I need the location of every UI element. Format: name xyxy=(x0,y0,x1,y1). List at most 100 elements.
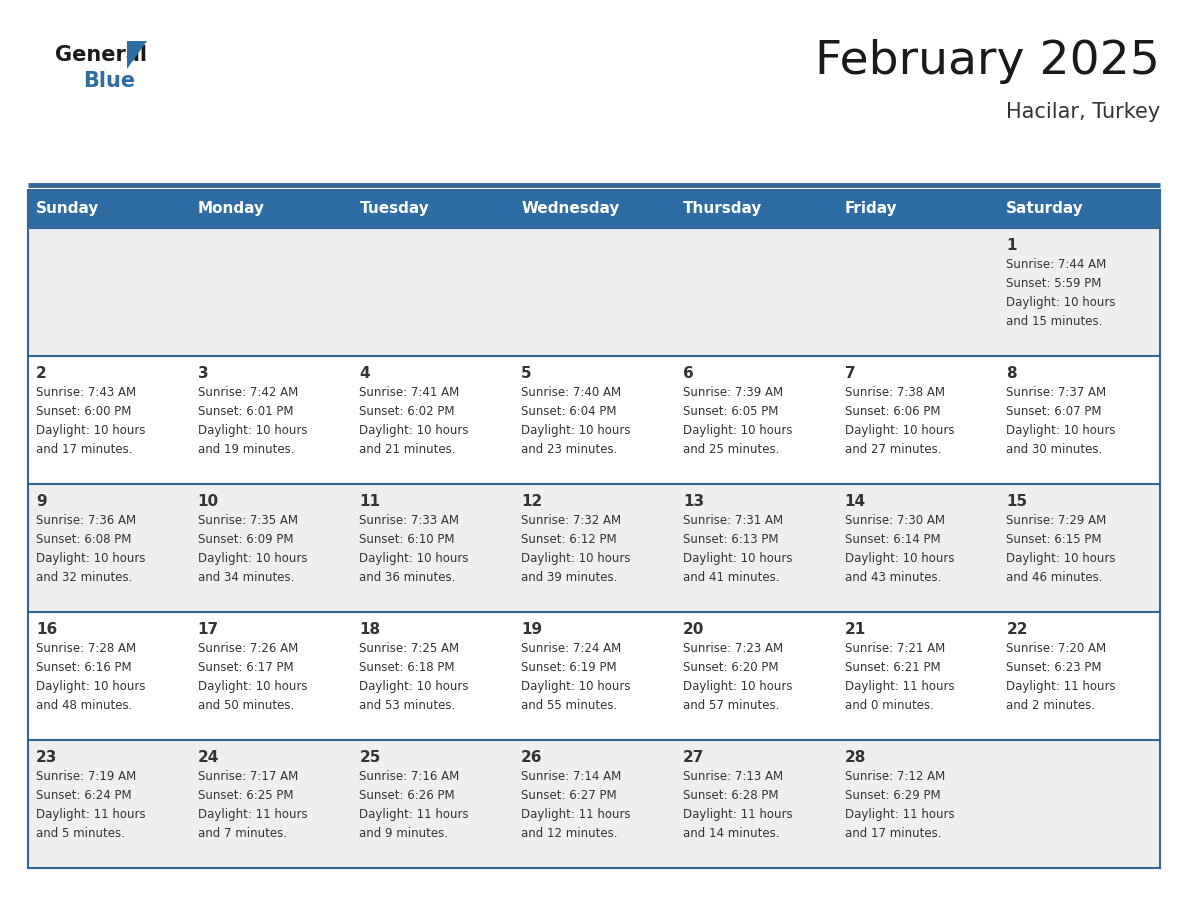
Text: Sunset: 6:23 PM: Sunset: 6:23 PM xyxy=(1006,661,1101,674)
Text: and 0 minutes.: and 0 minutes. xyxy=(845,699,934,712)
Text: Sunrise: 7:24 AM: Sunrise: 7:24 AM xyxy=(522,642,621,655)
Text: 3: 3 xyxy=(197,366,208,381)
Text: 26: 26 xyxy=(522,750,543,765)
Text: Daylight: 10 hours: Daylight: 10 hours xyxy=(36,552,145,565)
Text: and 41 minutes.: and 41 minutes. xyxy=(683,571,779,584)
Text: Sunrise: 7:36 AM: Sunrise: 7:36 AM xyxy=(36,514,137,527)
Text: and 21 minutes.: and 21 minutes. xyxy=(360,443,456,456)
Text: Wednesday: Wednesday xyxy=(522,201,619,217)
Text: Daylight: 11 hours: Daylight: 11 hours xyxy=(522,808,631,821)
Text: Daylight: 10 hours: Daylight: 10 hours xyxy=(197,552,308,565)
Text: Tuesday: Tuesday xyxy=(360,201,429,217)
Text: Daylight: 10 hours: Daylight: 10 hours xyxy=(197,424,308,437)
Text: and 7 minutes.: and 7 minutes. xyxy=(197,827,286,840)
Text: and 57 minutes.: and 57 minutes. xyxy=(683,699,779,712)
Text: 4: 4 xyxy=(360,366,369,381)
Text: Sunday: Sunday xyxy=(36,201,100,217)
Text: and 46 minutes.: and 46 minutes. xyxy=(1006,571,1102,584)
Text: 8: 8 xyxy=(1006,366,1017,381)
Text: Sunset: 6:13 PM: Sunset: 6:13 PM xyxy=(683,533,778,546)
Text: February 2025: February 2025 xyxy=(815,39,1159,84)
Text: Daylight: 10 hours: Daylight: 10 hours xyxy=(36,680,145,693)
Text: Sunrise: 7:32 AM: Sunrise: 7:32 AM xyxy=(522,514,621,527)
Text: General: General xyxy=(55,45,147,65)
Text: Daylight: 10 hours: Daylight: 10 hours xyxy=(197,680,308,693)
Text: Sunset: 6:08 PM: Sunset: 6:08 PM xyxy=(36,533,132,546)
Text: Sunset: 6:07 PM: Sunset: 6:07 PM xyxy=(1006,405,1101,418)
Text: and 30 minutes.: and 30 minutes. xyxy=(1006,443,1102,456)
Text: and 43 minutes.: and 43 minutes. xyxy=(845,571,941,584)
Text: and 9 minutes.: and 9 minutes. xyxy=(360,827,448,840)
Text: 10: 10 xyxy=(197,494,219,509)
Text: Daylight: 10 hours: Daylight: 10 hours xyxy=(522,552,631,565)
Text: Daylight: 10 hours: Daylight: 10 hours xyxy=(36,424,145,437)
Text: Friday: Friday xyxy=(845,201,897,217)
Text: and 23 minutes.: and 23 minutes. xyxy=(522,443,618,456)
Text: Sunset: 6:04 PM: Sunset: 6:04 PM xyxy=(522,405,617,418)
Text: Daylight: 10 hours: Daylight: 10 hours xyxy=(360,424,469,437)
Text: Sunset: 6:19 PM: Sunset: 6:19 PM xyxy=(522,661,617,674)
Text: Saturday: Saturday xyxy=(1006,201,1083,217)
Text: 21: 21 xyxy=(845,622,866,637)
Text: Sunset: 6:06 PM: Sunset: 6:06 PM xyxy=(845,405,940,418)
Text: Sunset: 6:09 PM: Sunset: 6:09 PM xyxy=(197,533,293,546)
Text: Daylight: 11 hours: Daylight: 11 hours xyxy=(683,808,792,821)
Text: Sunrise: 7:19 AM: Sunrise: 7:19 AM xyxy=(36,770,137,783)
Text: Sunrise: 7:39 AM: Sunrise: 7:39 AM xyxy=(683,386,783,399)
Text: Sunrise: 7:43 AM: Sunrise: 7:43 AM xyxy=(36,386,137,399)
Text: and 50 minutes.: and 50 minutes. xyxy=(197,699,293,712)
Text: 12: 12 xyxy=(522,494,543,509)
Text: 5: 5 xyxy=(522,366,532,381)
Text: Sunrise: 7:31 AM: Sunrise: 7:31 AM xyxy=(683,514,783,527)
Text: Daylight: 10 hours: Daylight: 10 hours xyxy=(683,552,792,565)
Bar xyxy=(29,356,1159,484)
Text: 28: 28 xyxy=(845,750,866,765)
Text: Daylight: 10 hours: Daylight: 10 hours xyxy=(1006,424,1116,437)
Text: Sunset: 6:12 PM: Sunset: 6:12 PM xyxy=(522,533,617,546)
Text: Sunrise: 7:37 AM: Sunrise: 7:37 AM xyxy=(1006,386,1106,399)
Text: 13: 13 xyxy=(683,494,704,509)
Text: Sunrise: 7:25 AM: Sunrise: 7:25 AM xyxy=(360,642,460,655)
Text: and 12 minutes.: and 12 minutes. xyxy=(522,827,618,840)
Bar xyxy=(29,228,1159,356)
Text: Sunrise: 7:35 AM: Sunrise: 7:35 AM xyxy=(197,514,298,527)
Text: Blue: Blue xyxy=(83,71,135,91)
Bar xyxy=(29,484,1159,612)
Text: 24: 24 xyxy=(197,750,219,765)
Text: Sunrise: 7:41 AM: Sunrise: 7:41 AM xyxy=(360,386,460,399)
Text: 6: 6 xyxy=(683,366,694,381)
Text: Sunrise: 7:17 AM: Sunrise: 7:17 AM xyxy=(197,770,298,783)
Text: 19: 19 xyxy=(522,622,542,637)
Text: Sunrise: 7:12 AM: Sunrise: 7:12 AM xyxy=(845,770,944,783)
Text: Monday: Monday xyxy=(197,201,265,217)
Text: Sunset: 6:16 PM: Sunset: 6:16 PM xyxy=(36,661,132,674)
Text: 2: 2 xyxy=(36,366,46,381)
Text: and 32 minutes.: and 32 minutes. xyxy=(36,571,132,584)
Text: 11: 11 xyxy=(360,494,380,509)
Text: and 34 minutes.: and 34 minutes. xyxy=(197,571,295,584)
Text: Sunset: 6:27 PM: Sunset: 6:27 PM xyxy=(522,789,617,802)
Text: Daylight: 10 hours: Daylight: 10 hours xyxy=(683,424,792,437)
Text: and 15 minutes.: and 15 minutes. xyxy=(1006,315,1102,328)
Text: 22: 22 xyxy=(1006,622,1028,637)
Text: Daylight: 10 hours: Daylight: 10 hours xyxy=(683,680,792,693)
Text: Daylight: 11 hours: Daylight: 11 hours xyxy=(360,808,469,821)
Text: Daylight: 10 hours: Daylight: 10 hours xyxy=(845,424,954,437)
Text: Sunset: 6:29 PM: Sunset: 6:29 PM xyxy=(845,789,940,802)
Text: and 5 minutes.: and 5 minutes. xyxy=(36,827,125,840)
Text: Sunrise: 7:29 AM: Sunrise: 7:29 AM xyxy=(1006,514,1106,527)
Text: Sunset: 6:17 PM: Sunset: 6:17 PM xyxy=(197,661,293,674)
Text: Sunset: 6:24 PM: Sunset: 6:24 PM xyxy=(36,789,132,802)
Text: and 2 minutes.: and 2 minutes. xyxy=(1006,699,1095,712)
Text: Sunrise: 7:44 AM: Sunrise: 7:44 AM xyxy=(1006,258,1106,271)
Text: Daylight: 11 hours: Daylight: 11 hours xyxy=(845,680,954,693)
Text: Sunset: 6:00 PM: Sunset: 6:00 PM xyxy=(36,405,132,418)
Text: 16: 16 xyxy=(36,622,57,637)
Text: Sunrise: 7:14 AM: Sunrise: 7:14 AM xyxy=(522,770,621,783)
Text: Daylight: 11 hours: Daylight: 11 hours xyxy=(36,808,146,821)
Text: Sunrise: 7:16 AM: Sunrise: 7:16 AM xyxy=(360,770,460,783)
Text: Hacilar, Turkey: Hacilar, Turkey xyxy=(1006,102,1159,122)
Polygon shape xyxy=(127,41,147,69)
Text: 27: 27 xyxy=(683,750,704,765)
Text: 1: 1 xyxy=(1006,238,1017,253)
